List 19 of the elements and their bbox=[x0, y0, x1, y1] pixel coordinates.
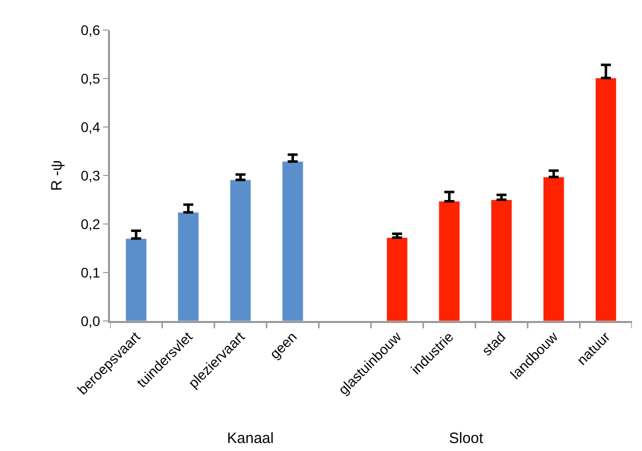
y-tick-label: 0,4 bbox=[80, 118, 100, 135]
bar bbox=[178, 212, 199, 321]
bar bbox=[438, 200, 460, 321]
y-tick-label: 0,6 bbox=[80, 22, 100, 38]
bar bbox=[543, 176, 564, 321]
text: Sloot bbox=[449, 430, 484, 447]
y-tick-label: 0,3 bbox=[80, 167, 100, 184]
bar bbox=[230, 180, 252, 321]
y-tick-label: 0,2 bbox=[80, 216, 100, 232]
y-tick-label: 0,1 bbox=[80, 264, 100, 280]
bar bbox=[125, 238, 147, 321]
y-tick-label: 0,5 bbox=[80, 70, 100, 86]
bar bbox=[490, 200, 512, 321]
bar bbox=[595, 78, 617, 321]
y-axis-title: R -ψ bbox=[48, 160, 66, 191]
bar bbox=[282, 161, 304, 321]
y-tick-label: 0,0 bbox=[80, 312, 100, 329]
text: Kanaal bbox=[227, 430, 274, 447]
bar bbox=[386, 237, 408, 321]
